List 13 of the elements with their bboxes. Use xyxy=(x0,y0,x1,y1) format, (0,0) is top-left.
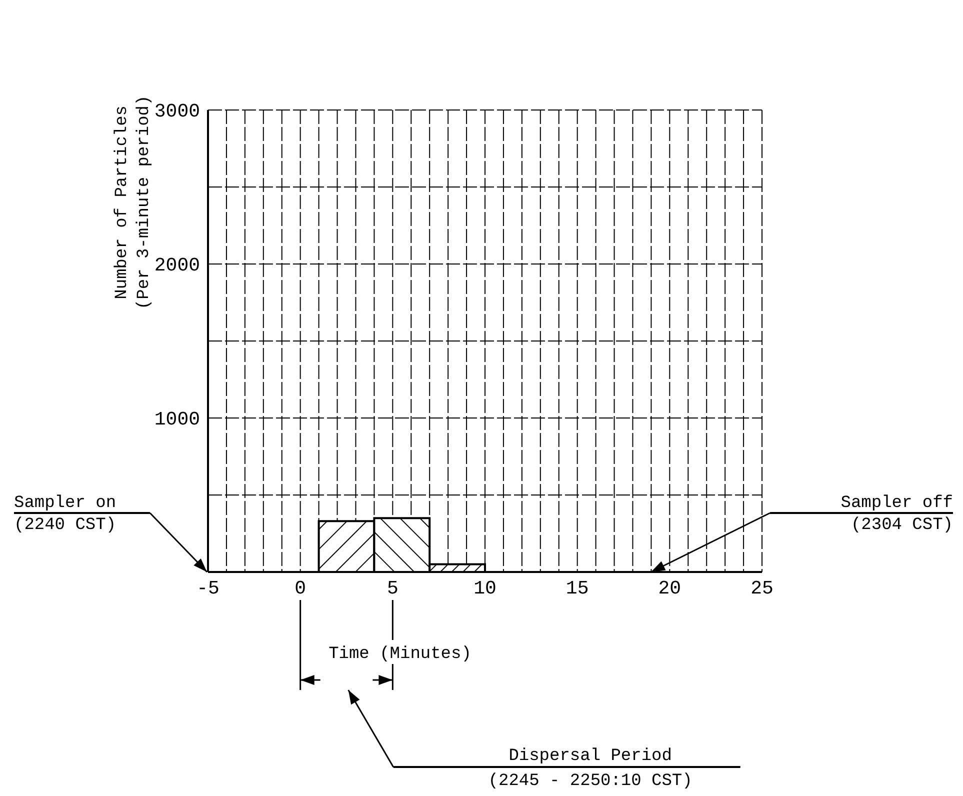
x-tick-label: 5 xyxy=(386,577,398,600)
y-tick-label: 2000 xyxy=(154,254,200,277)
y-axis-title: Number of Particles (Per 3-minute period) xyxy=(113,95,154,310)
x-tick-label: 0 xyxy=(294,577,306,600)
x-tick-label: 15 xyxy=(566,577,589,600)
x-axis-title: Time (Minutes) xyxy=(328,645,472,664)
y-tick-label: 1000 xyxy=(154,408,200,431)
text: Dispersal Period (2245 - 2250:10 CST) xyxy=(488,747,692,791)
y-tick-label: 3000 xyxy=(154,100,200,123)
x-tick-label: 20 xyxy=(658,577,682,600)
x-tick-label: 10 xyxy=(474,577,496,600)
x-tick-label: -5 xyxy=(196,577,220,600)
x-tick-label: 25 xyxy=(750,577,774,600)
